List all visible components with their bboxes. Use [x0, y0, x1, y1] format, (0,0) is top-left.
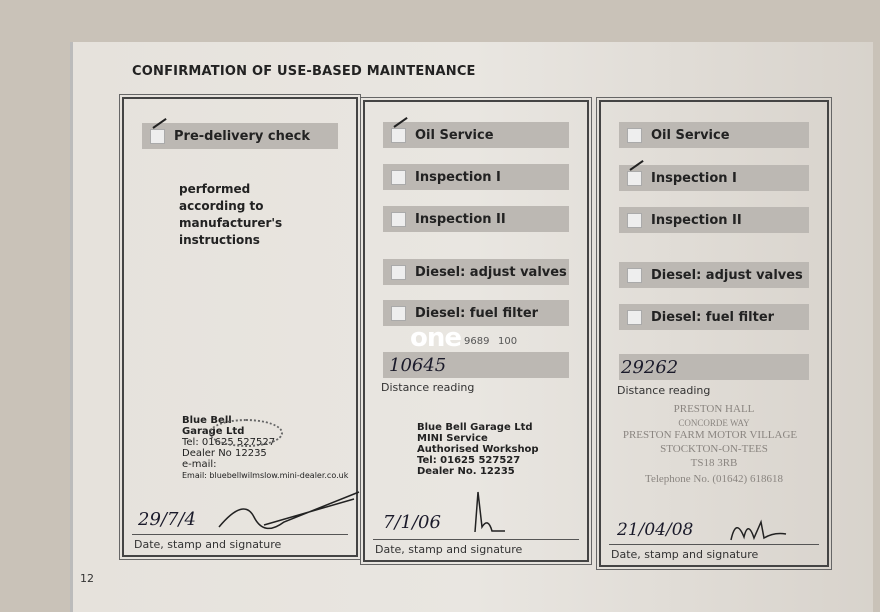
distance-label: Distance reading — [617, 384, 711, 397]
distance-value: 10645 — [389, 354, 447, 376]
signature — [218, 491, 360, 530]
note-line: instructions — [179, 233, 260, 247]
distance-field: 29262 — [619, 354, 809, 380]
stamp-line: TS18 3RB — [690, 457, 738, 469]
item-diesel-filter: Diesel: fuel filter — [383, 300, 569, 326]
item-label: Oil Service — [651, 127, 730, 143]
item-pre-delivery-check: Pre-delivery check — [142, 123, 338, 149]
stamp-line: e-mail: — [182, 459, 217, 470]
checkbox-checked-icon — [391, 127, 406, 143]
checkbox-icon — [391, 305, 406, 321]
stamp-line: Dealer No. 12235 — [417, 466, 515, 477]
stamp-line: Email: bluebellwilmslow.mini-dealer.co.u… — [182, 471, 349, 480]
item-inspection-1: Inspection I — [383, 164, 569, 190]
stamp-line: Authorised Workshop — [417, 444, 539, 455]
footer-label: Date, stamp and signature — [134, 538, 282, 551]
item-label: Diesel: adjust valves — [415, 264, 567, 280]
checkbox-icon — [627, 127, 642, 143]
note-line: manufacturer's — [179, 216, 283, 230]
signature — [730, 519, 787, 541]
stamp-line: CONCORDE WAY — [678, 418, 750, 428]
divider — [132, 534, 348, 535]
stamp-line: Blue Bell Garage Ltd — [417, 422, 533, 433]
item-label: Inspection I — [415, 169, 501, 185]
note-line: according to — [179, 199, 264, 213]
panel-service-3: Oil Service Inspection I Inspection II D… — [596, 97, 832, 570]
item-diesel-valves: Diesel: adjust valves — [619, 262, 809, 288]
checkbox-checked-icon — [627, 170, 642, 186]
item-label: Inspection II — [415, 211, 506, 227]
overlay-number-left: 9689 — [464, 336, 490, 347]
checkbox-icon — [391, 169, 406, 185]
panel-pre-delivery: Pre-delivery check performed according t… — [119, 94, 361, 560]
overlay-number-right: 100 — [498, 336, 518, 347]
signature — [474, 491, 505, 533]
checkbox-checked-icon — [150, 128, 165, 144]
item-label: Diesel: adjust valves — [651, 267, 803, 283]
note-line: performed — [179, 182, 251, 196]
watermark-logo: one — [410, 323, 462, 353]
item-inspection-1: Inspection I — [619, 165, 809, 191]
note: performed according to manufacturer's in… — [179, 181, 282, 249]
checkbox-icon — [627, 212, 642, 228]
divider — [609, 544, 819, 545]
page-number: 12 — [80, 572, 94, 585]
item-inspection-2: Inspection II — [383, 206, 569, 232]
page-title: CONFIRMATION OF USE-BASED MAINTENANCE — [132, 64, 476, 79]
divider — [373, 539, 579, 540]
distance-label: Distance reading — [381, 381, 475, 394]
item-oil-service: Oil Service — [383, 122, 569, 148]
stamp-line: Dealer No 12235 — [182, 448, 267, 459]
item-label: Inspection I — [651, 170, 737, 186]
checkbox-icon — [627, 267, 642, 283]
item-label: Diesel: fuel filter — [651, 309, 775, 325]
dealer-stamp: Blue Bell Garage Ltd MINI Service Author… — [417, 422, 539, 477]
item-diesel-filter: Diesel: fuel filter — [619, 304, 809, 330]
item-diesel-valves: Diesel: adjust valves — [383, 259, 569, 285]
checkbox-icon — [627, 309, 642, 325]
stamp-line: Tel: 01625 527527 — [417, 455, 521, 466]
item-inspection-2: Inspection II — [619, 207, 809, 233]
handwritten-date: 29/7/4 — [138, 509, 196, 530]
stamp-line: MINI Service — [417, 433, 488, 444]
mini-wings-logo — [209, 419, 283, 447]
distance-value: 29262 — [621, 356, 679, 378]
checkbox-icon — [391, 211, 406, 227]
item-label: Pre-delivery check — [174, 128, 311, 144]
item-label: Inspection II — [651, 212, 742, 228]
item-oil-service: Oil Service — [619, 122, 809, 148]
stamp-line: Blue Bell — [182, 415, 232, 426]
distance-field: 10645 — [383, 352, 569, 378]
checkbox-icon — [391, 264, 406, 280]
panel-service-2: Oil Service Inspection I Inspection II D… — [360, 97, 592, 565]
footer-label: Date, stamp and signature — [375, 543, 523, 556]
item-label: Diesel: fuel filter — [415, 305, 539, 321]
handwritten-date: 7/1/06 — [383, 512, 441, 533]
stamp-line: STOCKTON-ON-TEES — [660, 443, 768, 455]
stamp-line: Telephone No. (01642) 618618 — [645, 473, 783, 485]
stamp-line: PRESTON FARM MOTOR VILLAGE — [622, 429, 798, 441]
footer-label: Date, stamp and signature — [611, 548, 759, 561]
item-label: Oil Service — [415, 127, 494, 143]
stamp-line: PRESTON HALL — [673, 403, 755, 415]
handwritten-date: 21/04/08 — [617, 520, 694, 540]
